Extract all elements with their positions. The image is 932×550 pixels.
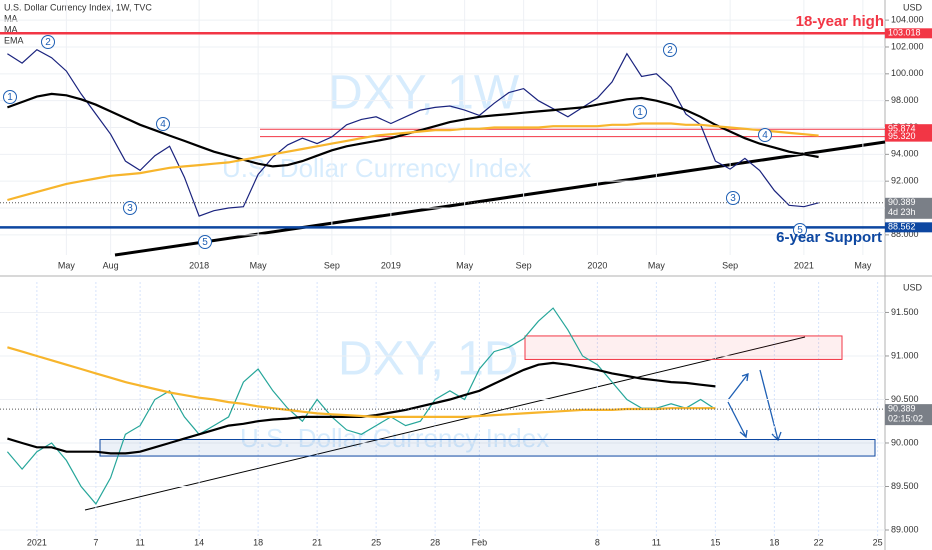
wave-label: 2: [667, 45, 673, 56]
axis-label: USD: [903, 282, 923, 292]
trend-line: [114, 140, 886, 257]
wave-label: 1: [637, 107, 643, 118]
x-tick-label: May: [58, 260, 76, 270]
level-tag: [885, 131, 932, 142]
x-tick-label: 18: [769, 537, 779, 547]
level-tag: [885, 124, 932, 135]
y-tick-label: 98.000: [891, 95, 919, 105]
watermark: DXY, 1W: [328, 67, 520, 120]
x-tick-label: Aug: [103, 260, 119, 270]
y-tick-label: 100.000: [891, 68, 924, 78]
legend-item: MA: [4, 24, 18, 34]
x-tick-label: 21: [312, 537, 322, 547]
chart-title: U.S. Dollar Currency Index, 1W, TVC: [4, 2, 152, 12]
projection-arrows: [727, 369, 782, 442]
x-tick-label: 14: [194, 537, 204, 547]
wave-circle: [726, 191, 740, 205]
x-tick-label: 28: [430, 537, 440, 547]
wave-circle: [758, 128, 772, 142]
annotation: 6-year Support: [776, 229, 882, 246]
wave-circle: [633, 105, 647, 119]
wave-circle: [156, 117, 170, 131]
wave-label: 3: [730, 193, 736, 204]
wave-circle: [793, 223, 807, 237]
x-tick-label: May: [250, 260, 268, 270]
wave-label: 1: [7, 92, 13, 103]
level-tag-label: 95.874: [888, 124, 916, 134]
x-tick-label: May: [854, 260, 872, 270]
annotation: 18-year high: [796, 13, 884, 30]
y-tick-label: 90.500: [891, 394, 919, 404]
x-tick-label: May: [648, 260, 666, 270]
level-tag: [885, 28, 932, 39]
x-tick-label: May: [456, 260, 474, 270]
level-tag: [885, 222, 932, 233]
level-tag-label: 95.320: [888, 131, 916, 141]
x-tick-label: 2019: [381, 260, 401, 270]
x-tick-label: 11: [135, 537, 144, 547]
zone: [524, 335, 843, 360]
x-tick-label: 2021: [794, 260, 814, 270]
y-tick-label: 90.000: [891, 437, 919, 447]
x-tick-label: 25: [371, 537, 381, 547]
x-tick-label: 15: [710, 537, 720, 547]
watermark: DXY, 1D: [338, 333, 519, 386]
axis-label: USD: [903, 2, 923, 12]
x-tick-label: 7: [93, 537, 98, 547]
y-tick-label: 91.500: [891, 307, 919, 317]
watermark-sub: U.S. Dollar Currency Index: [240, 423, 549, 453]
x-tick-label: Sep: [516, 260, 532, 270]
x-tick-label: Feb: [472, 537, 488, 547]
x-tick-label: 22: [814, 537, 824, 547]
price-tag: [885, 404, 932, 426]
series-line: [7, 122, 819, 202]
wave-circle: [663, 43, 677, 57]
wave-circle: [41, 35, 55, 49]
wave-label: 5: [202, 237, 208, 248]
trend-line: [84, 336, 806, 511]
y-tick-label: 89.500: [891, 481, 919, 491]
wave-label: 4: [160, 119, 166, 130]
x-tick-label: 18: [253, 537, 263, 547]
watermark-sub: U.S. Dollar Currency Index: [222, 153, 531, 183]
legend-item: EMA: [4, 35, 24, 45]
wave-label: 5: [797, 225, 803, 236]
legend-item: MA: [4, 13, 18, 23]
x-tick-label: 2018: [189, 260, 209, 270]
countdown-label: 4d 23h: [888, 207, 916, 217]
series-line: [6, 307, 716, 505]
x-tick-label: 2021: [27, 537, 47, 547]
y-tick-label: 104.000: [891, 15, 924, 25]
x-tick-label: 2020: [587, 260, 607, 270]
y-tick-label: 92.000: [891, 176, 919, 186]
price-tag: [885, 197, 932, 219]
x-tick-label: 25: [873, 537, 883, 547]
series-line: [7, 346, 716, 418]
wave-label: 4: [762, 130, 768, 141]
zone: [99, 439, 876, 457]
x-tick-label: 8: [595, 537, 600, 547]
x-tick-label: 11: [652, 537, 661, 547]
price-tag-label: 90.389: [888, 404, 916, 414]
y-tick-label: 89.000: [891, 524, 919, 534]
wave-circle: [198, 235, 212, 249]
x-tick-label: Sep: [722, 260, 738, 270]
wave-label: 3: [127, 203, 133, 214]
price-tag-label: 90.389: [888, 197, 916, 207]
wave-label: 2: [45, 37, 51, 48]
level-tag-label: 103.018: [888, 28, 921, 38]
y-tick-label: 102.000: [891, 41, 924, 51]
y-tick-label: 94.000: [891, 149, 919, 159]
countdown-label: 02:15:02: [888, 414, 923, 424]
y-tick-label: 88.000: [891, 229, 919, 239]
level-tag-label: 88.562: [888, 222, 916, 232]
wave-circle: [123, 201, 137, 215]
wave-circle: [3, 90, 17, 104]
x-tick-label: Sep: [324, 260, 340, 270]
y-tick-label: 91.000: [891, 350, 919, 360]
